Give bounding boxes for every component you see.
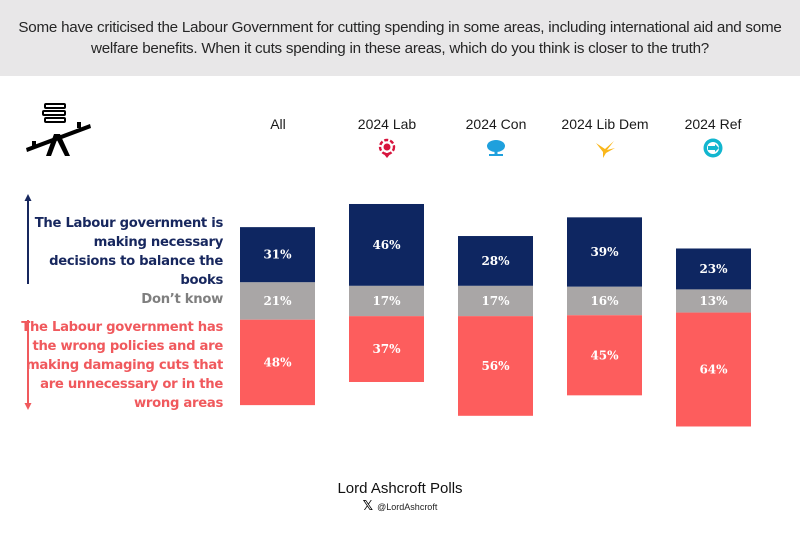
bar-segment-necessary — [567, 217, 642, 287]
bar-segment-wrong — [458, 316, 533, 416]
x-logo-icon: 𝕏 — [362, 499, 374, 514]
bar-segment-dont-know — [567, 286, 642, 316]
category-label: 2024 Ref — [684, 116, 742, 132]
labour-rose-icon — [378, 138, 396, 158]
value-label-necessary: 39% — [590, 245, 619, 259]
value-label-necessary: 28% — [481, 254, 510, 268]
category-label: 2024 Con — [465, 116, 527, 132]
category-label: 2024 Lab — [357, 116, 417, 132]
bar-segment-wrong — [240, 319, 315, 406]
question-text: Some have criticised the Labour Governme… — [18, 19, 782, 57]
value-label-necessary: 31% — [263, 248, 292, 262]
value-label-wrong: 48% — [263, 355, 292, 369]
bar-column-2024-con: 28% 17% 56% — [458, 236, 533, 416]
source-title: Lord Ashcroft Polls — [337, 480, 463, 497]
bar-segment-wrong — [349, 316, 424, 382]
conservative-tree-icon — [487, 140, 505, 156]
value-label-wrong: 37% — [372, 342, 401, 356]
value-label-necessary: 23% — [699, 262, 728, 276]
value-label-dont-know: 17% — [481, 294, 510, 308]
axis-arrows — [24, 194, 32, 410]
bar-segment-wrong — [676, 312, 751, 427]
bar-column-2024-lab: 46% 17% 37% — [349, 203, 424, 382]
lib-dem-bird-icon — [596, 141, 615, 158]
axis-label-dont-know: Don’t know — [141, 292, 223, 307]
value-label-wrong: 64% — [699, 363, 728, 377]
source-handle: 𝕏 @LordAshcroft — [0, 499, 800, 514]
value-label-dont-know: 13% — [699, 294, 728, 308]
bar-segment-necessary — [676, 248, 751, 290]
bar-column-2024-lib-dem: 39% 16% 45% — [567, 217, 642, 396]
value-label-dont-know: 21% — [263, 294, 292, 308]
bar-segment-wrong — [567, 315, 642, 396]
bar-column-all: 31% 21% 48% — [240, 227, 315, 406]
bar-segment-dont-know — [240, 282, 315, 320]
value-label-necessary: 46% — [372, 238, 401, 252]
question-header: Some have criticised the Labour Governme… — [0, 0, 800, 76]
axis-label-necessary: The Labour government is making necessar… — [34, 216, 224, 288]
down-arrow-head — [24, 403, 32, 410]
value-label-wrong: 56% — [481, 359, 510, 373]
category-label: All — [270, 116, 286, 132]
bar-segment-necessary — [349, 203, 424, 286]
value-label-dont-know: 16% — [590, 294, 619, 308]
category-label: 2024 Lib Dem — [561, 116, 649, 132]
balance-seesaw-books-icon — [26, 103, 91, 156]
handle-text[interactable]: @LordAshcroft — [377, 501, 438, 512]
bar-segment-dont-know — [349, 285, 424, 317]
bar-segment-necessary — [458, 236, 533, 286]
value-label-dont-know: 17% — [372, 294, 401, 308]
reform-arrow-icon — [703, 138, 723, 158]
bar-column-2024-ref: 23% 13% 64% — [676, 248, 751, 427]
axis-label-wrong: The Labour government has the wrong poli… — [21, 320, 223, 411]
bar-segment-dont-know — [458, 285, 533, 317]
value-label-wrong: 45% — [590, 348, 619, 362]
bar-segment-dont-know — [676, 289, 751, 313]
bar-segment-necessary — [240, 227, 315, 283]
up-arrow-head — [24, 194, 32, 201]
